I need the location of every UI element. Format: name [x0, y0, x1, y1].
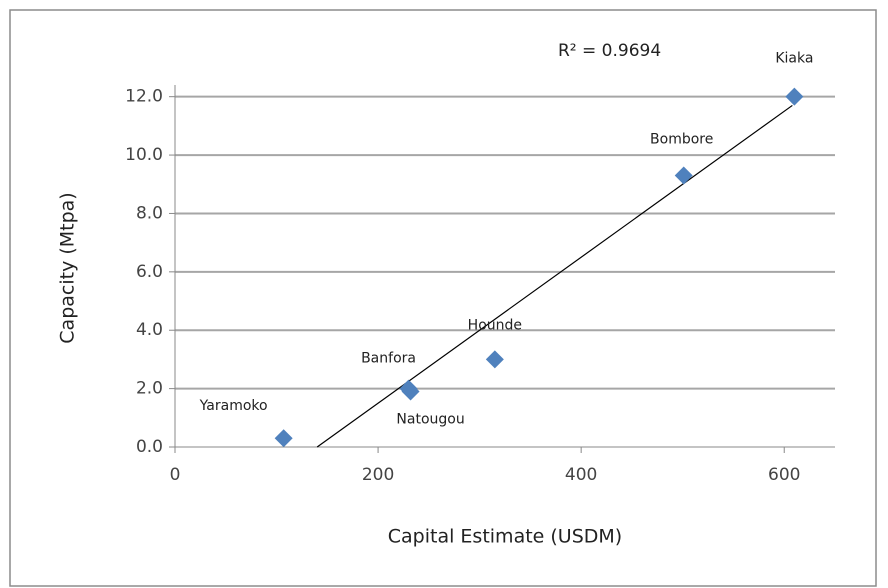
x-tick-label: 600 — [768, 465, 800, 485]
point — [674, 166, 693, 185]
x-axis-label: Capital Estimate (USDM) — [388, 526, 622, 548]
point-label: Kiaka — [775, 51, 813, 67]
point — [274, 429, 293, 448]
point — [401, 382, 420, 401]
x-tick-label: 400 — [565, 465, 597, 485]
y-tick-label: 8.0 — [136, 203, 163, 223]
point-label: Hounde — [468, 317, 522, 333]
x-tick-label: 200 — [362, 465, 394, 485]
chart-border — [9, 9, 877, 587]
x-tick-label: 0 — [170, 465, 181, 485]
y-tick-label: 0.0 — [136, 437, 163, 457]
point — [485, 350, 504, 369]
y-tick-label: 6.0 — [136, 262, 163, 282]
point — [785, 87, 804, 106]
r-squared: R² = 0.9694 — [558, 41, 661, 61]
y-tick-label: 4.0 — [136, 320, 163, 340]
trendline — [316, 104, 793, 448]
point-label: Yaramoko — [199, 398, 268, 414]
y-axis-label: Capacity (Mtpa) — [57, 192, 79, 343]
point-label: Banfora — [361, 351, 416, 367]
y-tick-label: 2.0 — [136, 379, 163, 399]
point-label: Natougou — [396, 412, 464, 428]
y-tick-label: 12.0 — [125, 87, 163, 107]
y-tick-label: 10.0 — [125, 145, 163, 165]
point-label: Bombore — [650, 132, 713, 148]
